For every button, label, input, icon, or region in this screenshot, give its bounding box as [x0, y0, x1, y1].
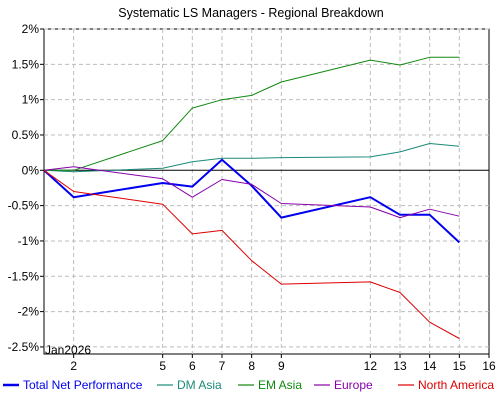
x-tick-label: 12 [364, 359, 378, 373]
x-tick-label: 13 [393, 359, 407, 373]
x-tick-label: 16 [482, 359, 496, 373]
legend-label: North America [418, 378, 494, 392]
y-tick-label: -1% [18, 234, 40, 248]
date-annotation: Jan2026 [45, 343, 91, 357]
series-line-em-asia [44, 56, 460, 171]
y-tick-label: 1.5% [12, 57, 40, 71]
series-line-north-america [43, 169, 460, 339]
x-tick-label: 5 [159, 359, 166, 373]
y-tick-label: -2% [18, 305, 40, 319]
legend-label: EM Asia [258, 378, 302, 392]
x-tick-label: 7 [219, 359, 226, 373]
plot-frame [43, 28, 490, 355]
y-tick-label: 1% [22, 93, 40, 107]
x-tick-label: 2 [70, 359, 77, 373]
chart-title: Systematic LS Managers - Regional Breakd… [118, 6, 383, 20]
x-tick-label: 15 [453, 359, 467, 373]
plot-area: 2% 1.5% 1% 0.5% 0% -0.5% -1% -1.5% -2% -2.5% 2 5 6 7 8… [8, 22, 496, 373]
series-line-europe [43, 166, 460, 219]
y-tick-label: 0% [22, 163, 40, 177]
legend-label: Total Net Performance [23, 378, 143, 392]
x-tick-label: 14 [423, 359, 437, 373]
legend-label: DM Asia [177, 378, 222, 392]
legend-label: Europe [334, 378, 373, 392]
series-line-dm-asia [43, 143, 460, 173]
y-tick-label: 2% [22, 22, 40, 36]
x-tick-label: 9 [278, 359, 285, 373]
x-tick-label: 8 [248, 359, 255, 373]
y-tick-label: -1.5% [8, 269, 40, 283]
y-tick-label: -2.5% [8, 340, 40, 354]
y-tick-label: 0.5% [12, 128, 40, 142]
x-tick-label: 6 [189, 359, 196, 373]
y-tick-label: -0.5% [8, 199, 40, 213]
legend: Total Net Performance DM Asia EM Asia Europ… [3, 378, 494, 392]
